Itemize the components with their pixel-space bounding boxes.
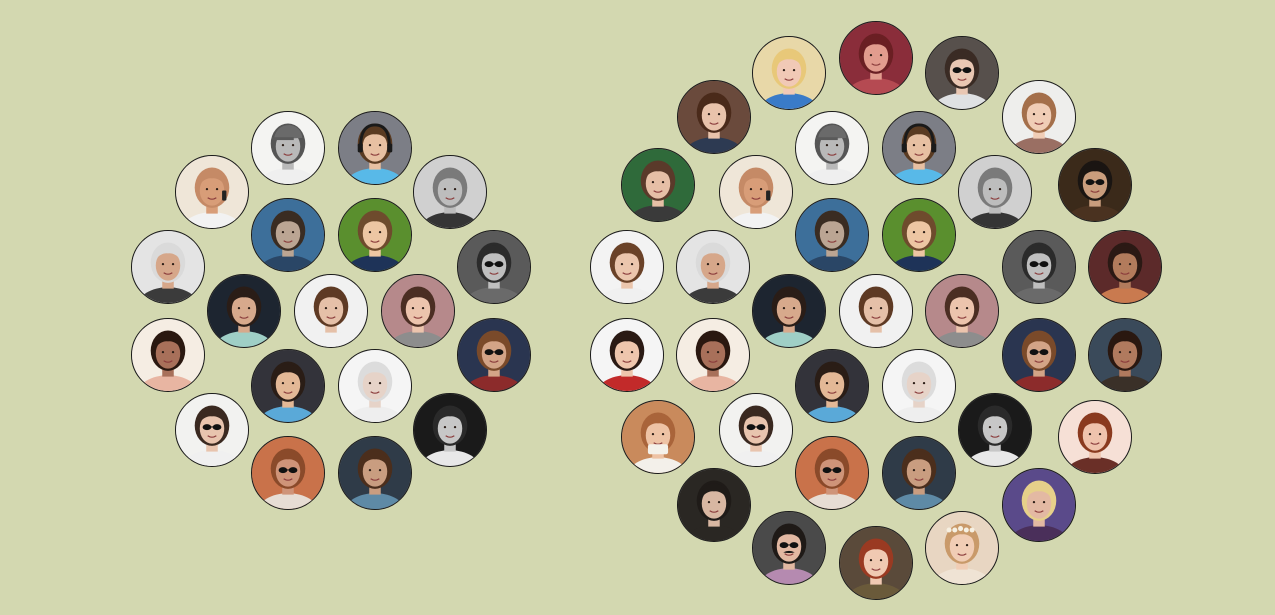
avatar-grey-cap[interactable] [795,111,869,185]
avatar-smiling-headphones[interactable] [882,111,956,185]
avatar-boy-green[interactable] [338,198,412,272]
avatar-woman-smile-flowers[interactable] [1088,318,1162,392]
avatar-groucho-glasses[interactable] [752,511,826,585]
avatar-smiling-headphones[interactable] [338,111,412,185]
avatar-redhead-laughing[interactable] [839,21,913,95]
avatar-bearded-jacket[interactable] [338,436,412,510]
avatar-boy-green[interactable] [882,198,956,272]
avatar-bw-young-man[interactable] [958,393,1032,467]
avatar-woman-long-brown[interactable] [839,274,913,348]
avatar-man-dark-sunglasses[interactable] [1058,148,1132,222]
avatar-older-man[interactable] [131,230,205,304]
avatar-toddler-curly[interactable] [752,274,826,348]
avatar-woman-aviator[interactable] [925,36,999,110]
avatar-toddler-curly[interactable] [207,274,281,348]
avatar-tongue-sunglasses[interactable] [175,393,249,467]
avatar-dark-portrait[interactable] [677,468,751,542]
avatar-bearded-jacket[interactable] [882,436,956,510]
avatar-woman-short-hair[interactable] [590,318,664,392]
avatar-woman-long-brown[interactable] [294,274,368,348]
avatar-bearded-sunglasses-red[interactable] [457,318,531,392]
avatar-man-suit-blue[interactable] [795,349,869,423]
avatar-redhead-smile[interactable] [1058,400,1132,474]
avatar-woman-curly-red[interactable] [1088,230,1162,304]
avatar-bw-woman-stripes[interactable] [413,155,487,229]
avatar-woman-green-bg[interactable] [621,148,695,222]
avatar-bearded-sunglasses-red[interactable] [1002,318,1076,392]
avatar-bald-funny-face[interactable] [338,349,412,423]
avatar-tongue-sunglasses[interactable] [719,393,793,467]
avatar-woman-side-hair[interactable] [590,230,664,304]
avatar-flower-crown[interactable] [925,511,999,585]
avatar-hat-sunglasses-orange[interactable] [251,436,325,510]
avatar-woman-smile-dark[interactable] [131,318,205,392]
avatar-woman-hand-chin[interactable] [677,80,751,154]
avatar-man-suit-blue[interactable] [251,349,325,423]
avatar-blonde-pink-lips[interactable] [752,36,826,110]
avatar-girl-grey-sweater[interactable] [381,274,455,348]
avatar-woman-smile-dark[interactable] [676,318,750,392]
avatar-blue-smoke[interactable] [251,198,325,272]
avatar-bw-young-man[interactable] [413,393,487,467]
avatar-girl-grey-sweater[interactable] [925,274,999,348]
avatar-bw-sunglasses-hands[interactable] [1002,230,1076,304]
avatar-grey-cap[interactable] [251,111,325,185]
avatar-hat-sunglasses-orange[interactable] [795,436,869,510]
avatar-woman-coffee-cup[interactable] [621,400,695,474]
avatar-bald-funny-face[interactable] [882,349,956,423]
avatar-woman-white-bg[interactable] [1002,80,1076,154]
avatar-bw-sunglasses-hands[interactable] [457,230,531,304]
avatar-redhead-outdoor[interactable] [839,526,913,600]
avatar-blue-smoke[interactable] [795,198,869,272]
avatar-bald-phone[interactable] [175,155,249,229]
avatar-blue-purple-woman[interactable] [1002,468,1076,542]
avatar-bw-woman-stripes[interactable] [958,155,1032,229]
avatar-older-man[interactable] [676,230,750,304]
avatar-bald-phone[interactable] [719,155,793,229]
